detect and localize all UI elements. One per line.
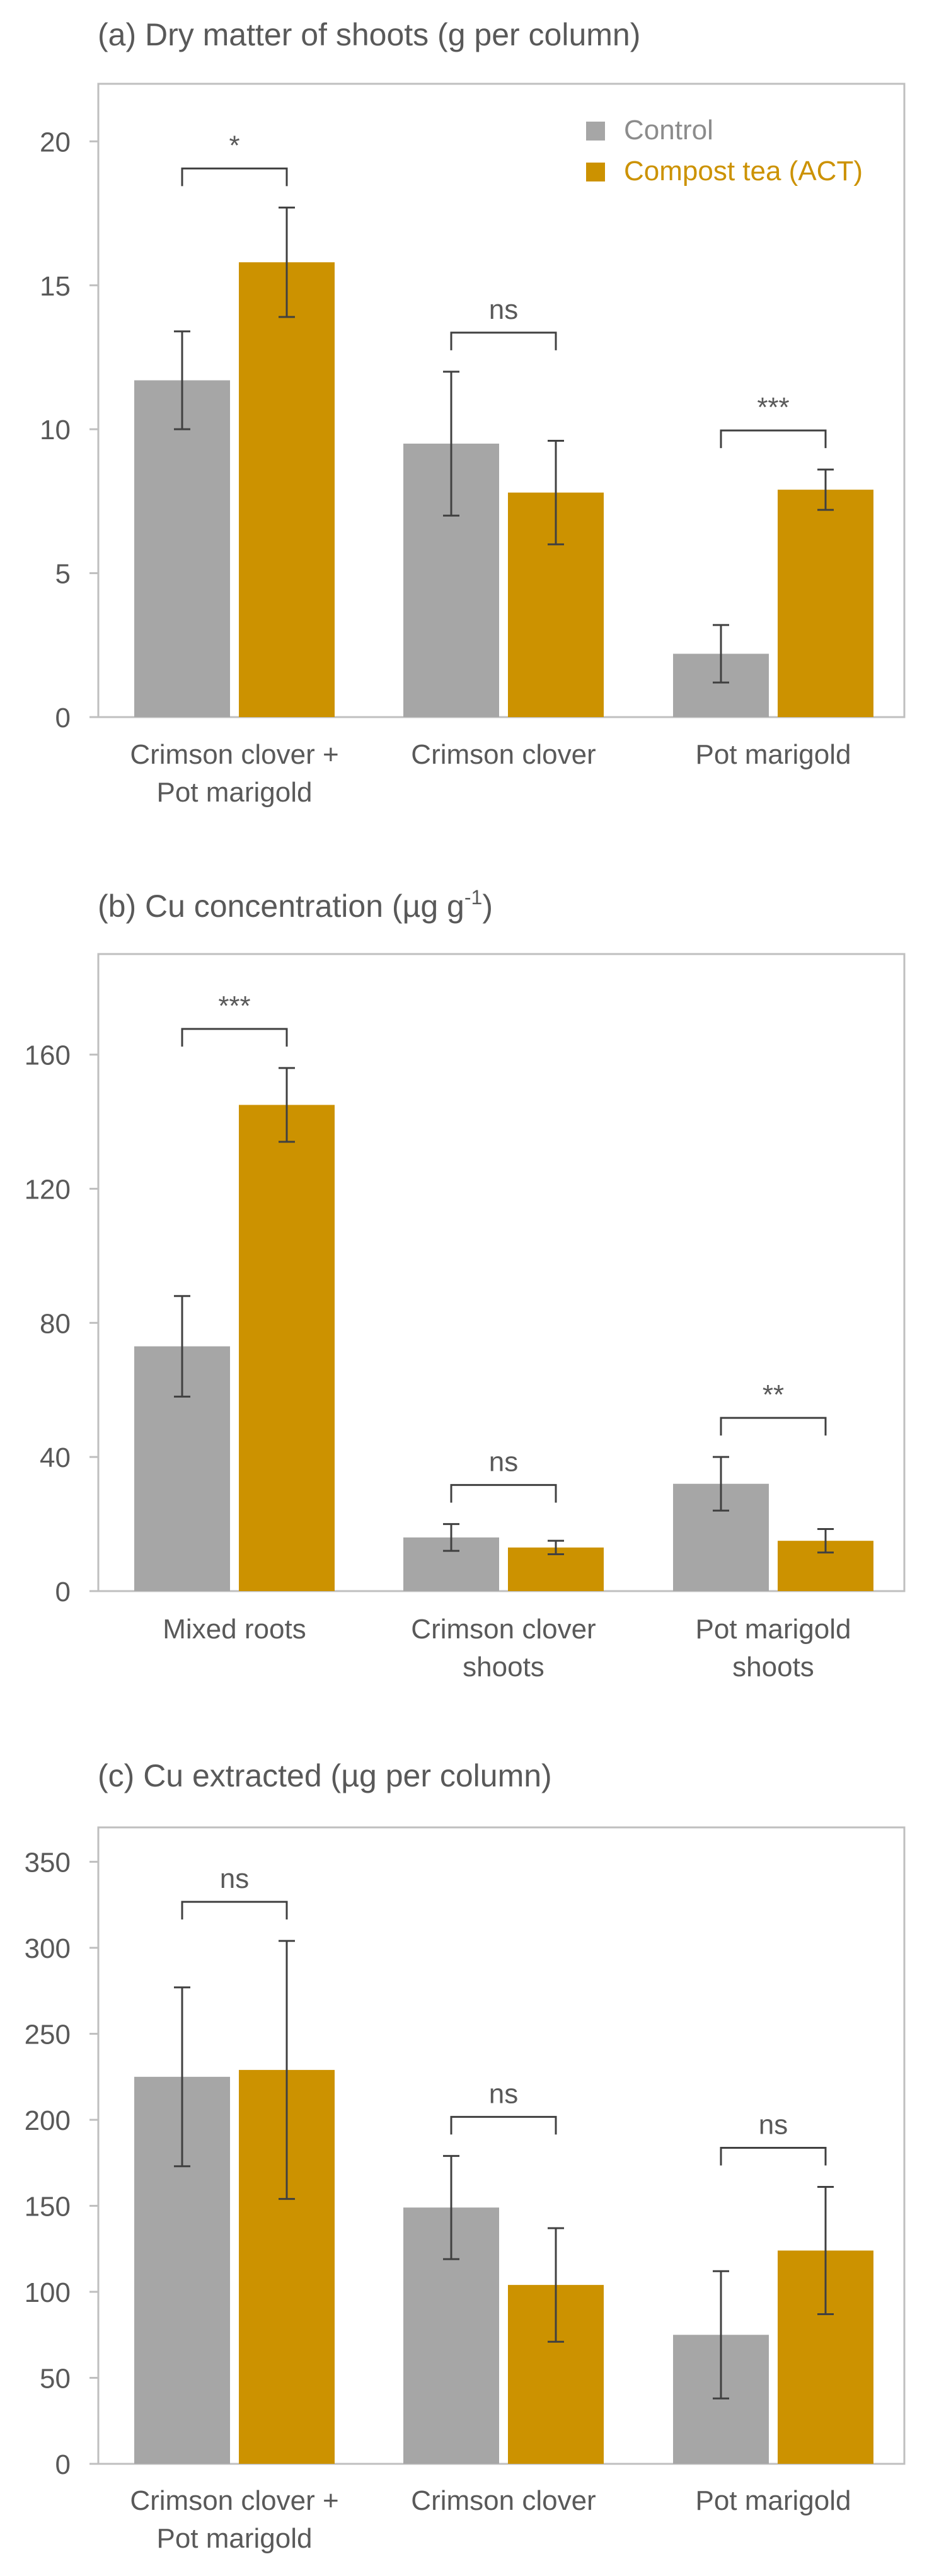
category-label-line: shoots (463, 1652, 544, 1682)
significance-label: *** (218, 991, 250, 1021)
significance-bracket (181, 1900, 288, 1920)
chart-title: (b) Cu concentration (µg g-1) (98, 886, 493, 924)
plot-area (97, 1826, 906, 2465)
plot-area (97, 83, 906, 718)
bar-compost-tea (239, 1105, 335, 1591)
y-tick-label: 80 (40, 1308, 71, 1339)
significance-bracket (720, 2147, 827, 2166)
bar-control (134, 380, 230, 717)
significance-bracket (720, 429, 827, 449)
significance-label: ns (759, 2110, 788, 2141)
y-tick-label: 15 (40, 271, 71, 302)
category-label-line: Pot marigold (695, 2485, 851, 2516)
chart-title-part: ) (482, 888, 493, 924)
category-label-line: Crimson clover (411, 1614, 596, 1645)
significance-label: ns (489, 2078, 518, 2109)
significance-bracket (181, 167, 288, 187)
bar-compost-tea (239, 262, 335, 717)
category-label-line: Crimson clover (411, 2485, 596, 2516)
category-label-line: Pot marigold (695, 739, 851, 770)
category-label: Crimson clover (411, 2485, 596, 2516)
chart-title-part: (b) Cu concentration (µg g (98, 888, 464, 924)
category-label: Crimson clover + Pot marigold (130, 739, 338, 808)
y-tick-label: 120 (25, 1174, 71, 1205)
y-tick-label: 20 (40, 127, 71, 158)
significance-label: ns (489, 1447, 518, 1478)
category-label-line: Crimson clover (411, 739, 596, 770)
panel-c-cu-extracted: (c) Cu extracted (µg per column) 0 50 100 15… (25, 1758, 906, 2554)
significance-bracket (181, 1028, 288, 1047)
significance-label: ** (763, 1379, 784, 1410)
category-label: Pot marigold (695, 739, 851, 770)
significance-bracket (450, 2115, 557, 2135)
y-tick-label: 5 (55, 559, 71, 590)
y-tick-label: 50 (40, 2364, 71, 2395)
y-tick-label: 0 (55, 2449, 71, 2480)
legend-label-compost-tea: Compost tea (ACT) (624, 156, 863, 187)
y-tick-label: 0 (55, 1577, 71, 1607)
y-tick-label: 0 (55, 703, 71, 733)
category-label-line: Pot marigold (156, 2523, 312, 2554)
y-tick-label: 10 (40, 415, 71, 446)
significance-label: ns (489, 294, 518, 325)
category-label-line: Crimson clover + (130, 739, 338, 770)
legend-label-control: Control (624, 115, 713, 146)
significance-label: *** (757, 392, 789, 423)
chart-title-part: (a) Dry matter of shoots (g per column) (98, 17, 640, 52)
y-tick-label: 40 (40, 1442, 71, 1473)
y-tick-label: 100 (25, 2277, 71, 2308)
category-label: Pot marigold shoots (695, 1614, 851, 1682)
significance-bracket (450, 1484, 557, 1503)
category-label-line: Pot marigold (695, 1614, 851, 1645)
category-label: Crimson clover (411, 739, 596, 770)
category-label-line: Pot marigold (156, 777, 312, 808)
category-label: Crimson clover + Pot marigold (130, 2485, 338, 2554)
plot-area (97, 953, 906, 1592)
significance-label: ns (220, 1863, 249, 1894)
panel-b-cu-concentration: (b) Cu concentration (µg g-1) 0 40 80 120 160… (25, 886, 906, 1682)
y-tick-label: 150 (25, 2192, 71, 2222)
chart-title-part: (c) Cu extracted (µg per column) (98, 1758, 552, 1793)
category-label: Mixed roots (163, 1614, 306, 1645)
significance-bracket (720, 1417, 827, 1436)
panel-a-dry-matter: (a) Dry matter of shoots (g per column) 0… (40, 17, 906, 808)
y-tick-label: 160 (25, 1040, 71, 1071)
legend: Control Compost tea (ACT) (586, 115, 863, 187)
y-tick-label: 350 (25, 1848, 71, 1878)
significance-bracket (450, 331, 557, 350)
y-tick-label: 250 (25, 2020, 71, 2050)
category-label: Pot marigold (695, 2485, 851, 2516)
legend-swatch-control (586, 122, 605, 141)
chart-title: (c) Cu extracted (µg per column) (98, 1758, 552, 1793)
category-label: Crimson clover shoots (411, 1614, 596, 1682)
y-tick-label: 200 (25, 2105, 71, 2136)
chart-title: (a) Dry matter of shoots (g per column) (98, 17, 640, 52)
category-label-line: shoots (732, 1652, 814, 1682)
y-tick-label: 300 (25, 1933, 71, 1964)
bar-compost-tea (778, 490, 873, 717)
chart-title-superscript: -1 (464, 886, 482, 909)
legend-swatch-compost-tea (586, 163, 605, 181)
category-label-line: Crimson clover + (130, 2485, 338, 2516)
category-label-line: Mixed roots (163, 1614, 306, 1645)
significance-label: * (229, 130, 239, 161)
